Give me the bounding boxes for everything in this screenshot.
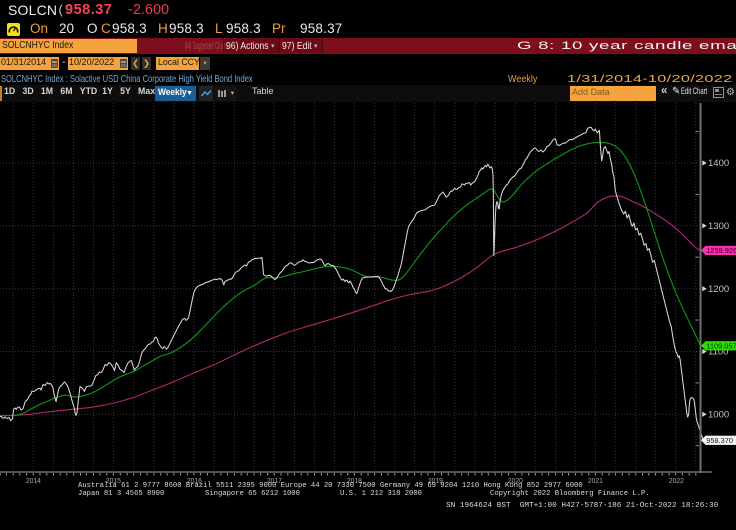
- svg-text:1259.926: 1259.926: [706, 246, 736, 255]
- svg-text:1100: 1100: [708, 347, 728, 358]
- svg-text:1300: 1300: [708, 221, 729, 232]
- svg-text:1000: 1000: [708, 410, 729, 421]
- svg-text:1109.057: 1109.057: [706, 342, 736, 351]
- svg-text:1400: 1400: [708, 158, 729, 169]
- svg-text:1200: 1200: [708, 284, 729, 295]
- svg-text:958.370: 958.370: [706, 436, 733, 445]
